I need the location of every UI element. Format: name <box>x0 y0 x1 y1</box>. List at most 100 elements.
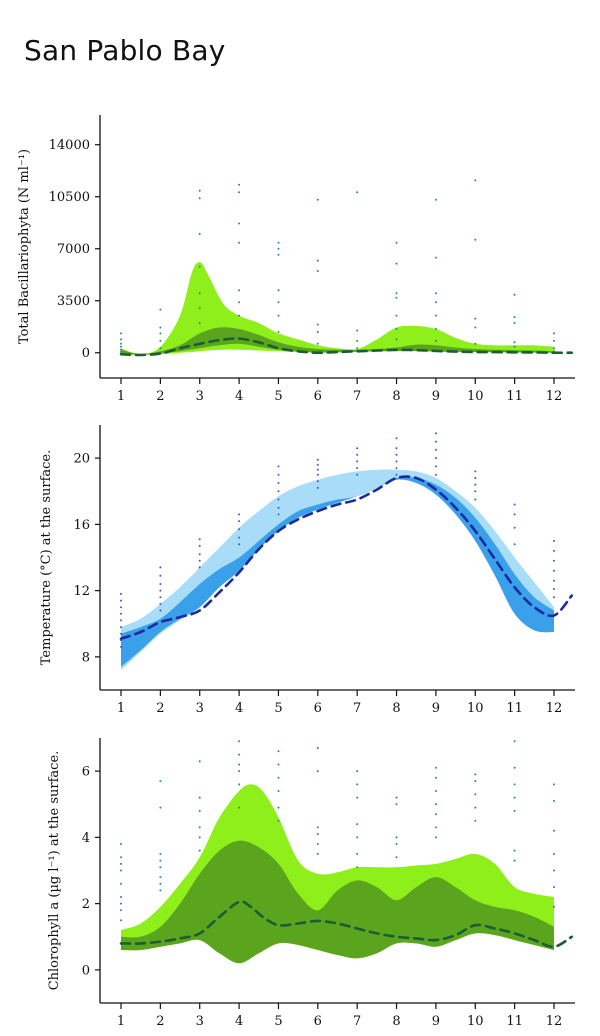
observation-point <box>553 339 555 342</box>
inner-range-band <box>121 840 554 964</box>
observation-point <box>238 806 241 809</box>
observation-point <box>198 836 201 839</box>
x-tick-label: 9 <box>432 701 440 716</box>
observation-point <box>395 836 398 839</box>
observation-point <box>159 889 162 892</box>
observation-point <box>513 809 516 812</box>
x-tick-label: 7 <box>353 389 361 404</box>
observation-point <box>553 852 555 855</box>
y-tick-label: 6 <box>82 765 90 780</box>
observation-point <box>553 350 555 353</box>
observation-point <box>316 270 319 272</box>
observation-point <box>316 746 319 749</box>
observation-point <box>474 819 477 822</box>
observation-point <box>434 448 437 451</box>
x-tick-label: 11 <box>506 701 523 716</box>
observation-point <box>120 896 122 898</box>
observation-point <box>395 292 398 295</box>
observation-point <box>198 760 201 763</box>
observation-point <box>316 833 319 836</box>
observation-point <box>120 342 122 345</box>
observation-point <box>120 619 122 622</box>
observation-point <box>356 460 359 463</box>
observation-point <box>474 490 477 493</box>
observation-point <box>277 498 280 501</box>
observation-point <box>513 293 516 296</box>
observation-point <box>513 783 516 786</box>
x-tick-label: 1 <box>117 1014 125 1029</box>
observation-point <box>316 458 319 461</box>
observation-point <box>120 351 122 353</box>
page-title: San Pablo Bay <box>24 34 226 67</box>
observation-point <box>434 301 437 304</box>
observation-point <box>395 314 398 317</box>
observation-point <box>474 317 477 320</box>
observation-point <box>395 437 398 440</box>
observation-point <box>474 806 477 809</box>
observation-point <box>198 826 201 829</box>
observation-point <box>277 790 280 792</box>
observation-point <box>277 776 280 779</box>
observation-point <box>316 330 319 333</box>
observation-point <box>120 626 122 629</box>
observation-point <box>316 826 319 829</box>
observation-point <box>553 905 555 908</box>
observation-point <box>238 763 241 766</box>
y-tick-label: 14000 <box>49 138 90 153</box>
observation-point <box>238 191 241 194</box>
observation-point <box>238 222 241 225</box>
x-tick-label: 9 <box>432 1014 440 1029</box>
observation-point <box>198 796 201 799</box>
observation-point <box>513 341 516 344</box>
observation-point <box>356 347 359 350</box>
y-tick-label: 3500 <box>57 294 90 309</box>
observation-point <box>159 574 162 577</box>
y-tick-label: 16 <box>73 518 90 533</box>
observation-point <box>553 886 555 889</box>
observation-point <box>159 332 162 335</box>
x-tick-label: 3 <box>196 389 204 404</box>
observation-point <box>434 328 437 330</box>
observation-point <box>513 859 516 862</box>
x-tick-label: 6 <box>314 1014 322 1029</box>
observation-point <box>395 296 398 299</box>
x-tick-label: 10 <box>467 701 484 716</box>
observation-point <box>434 826 437 829</box>
observation-point <box>120 869 122 872</box>
y-tick-label: 7000 <box>57 242 90 257</box>
observation-point <box>277 473 280 476</box>
y-tick-label: 0 <box>82 963 90 978</box>
median-line <box>119 475 573 640</box>
observation-point <box>356 783 359 786</box>
x-tick-label: 12 <box>546 1014 563 1029</box>
observation-point <box>316 852 319 855</box>
observation-point <box>120 882 122 885</box>
observation-point <box>553 783 555 786</box>
observation-point <box>198 553 201 556</box>
observation-point <box>434 198 437 201</box>
observation-point <box>434 836 437 839</box>
observation-point <box>553 549 555 552</box>
observation-point <box>238 770 241 773</box>
observation-point <box>513 740 516 743</box>
observation-point <box>238 513 241 516</box>
observation-point <box>159 806 162 809</box>
observation-point <box>120 843 122 845</box>
observation-point <box>513 513 516 516</box>
observation-point <box>356 473 359 476</box>
y-tick-label: 10500 <box>49 190 90 205</box>
observation-point <box>513 316 516 319</box>
observation-point <box>395 453 398 456</box>
observation-point <box>395 338 398 341</box>
observation-point <box>277 301 280 304</box>
x-tick-label: 12 <box>546 389 563 404</box>
x-tick-label: 1 <box>117 389 125 404</box>
x-tick-label: 9 <box>432 389 440 404</box>
observation-point <box>238 241 241 244</box>
observation-point <box>277 763 280 766</box>
observation-point <box>395 843 398 845</box>
observation-point <box>159 780 162 783</box>
observation-point <box>434 776 437 779</box>
observation-point <box>395 262 398 265</box>
